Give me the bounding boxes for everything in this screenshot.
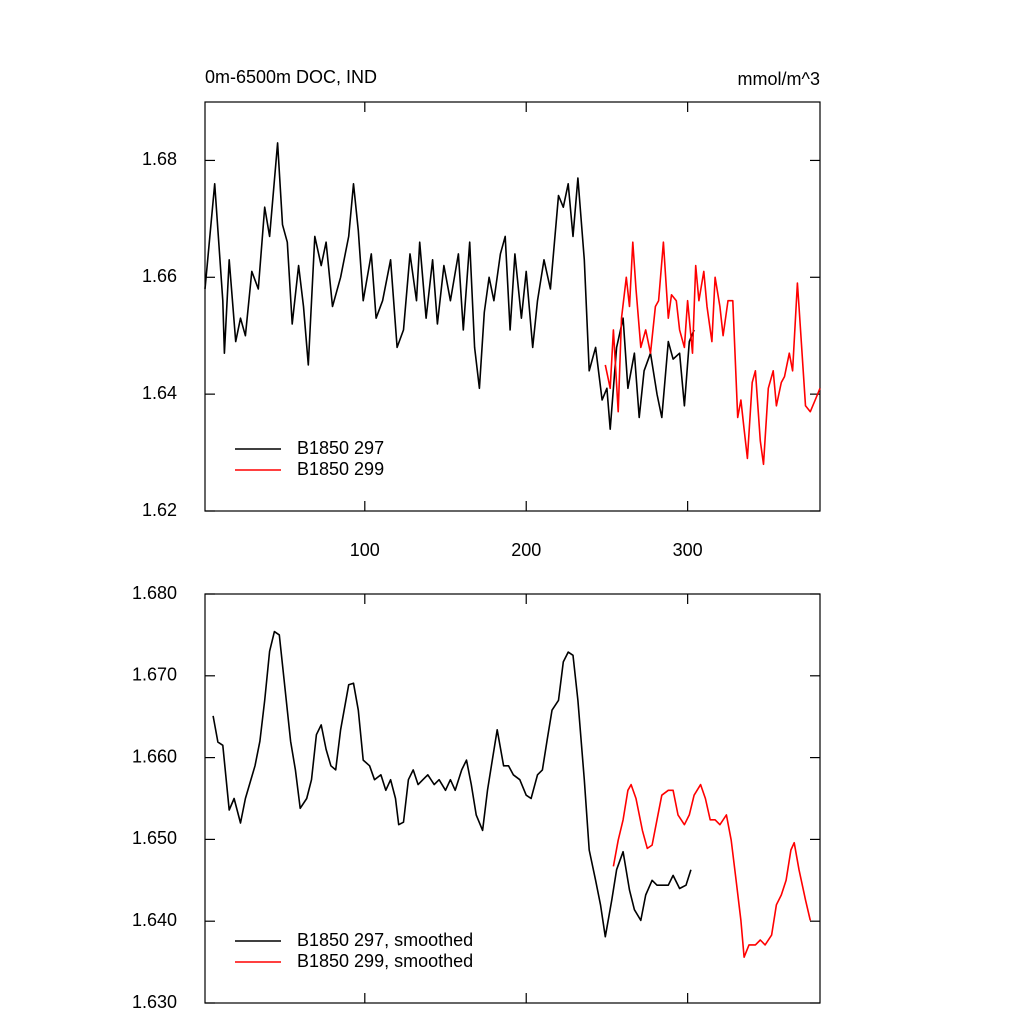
data-line [212,630,692,938]
y-tick-label: 1.66 [142,266,177,286]
legend-label: B1850 299 [297,459,384,479]
y-tick-label: 1.640 [132,910,177,930]
y-tick-label: 1.62 [142,500,177,520]
plot-frame [204,101,821,512]
legend-label: B1850 297 [297,438,384,458]
y-tick-label: 1.64 [142,383,177,403]
y-tick-label: 1.630 [132,992,177,1012]
y-tick-label: 1.68 [142,149,177,169]
x-tick-label: 300 [673,540,703,560]
y-tick-label: 1.650 [132,828,177,848]
y-tick-label: 1.670 [132,665,177,685]
y-tick-label: 1.660 [132,746,177,766]
chart-title: 0m-6500m DOC, IND [205,67,377,87]
legend-label: B1850 299, smoothed [297,951,473,971]
x-tick-label: 100 [350,540,380,560]
x-tick-label: 200 [511,540,541,560]
units-label: mmol/m^3 [738,69,820,89]
plot-frame [204,593,821,1004]
data-line [612,783,812,958]
data-line [604,241,821,466]
legend-label: B1850 297, smoothed [297,930,473,950]
y-tick-label: 1.680 [132,583,177,603]
